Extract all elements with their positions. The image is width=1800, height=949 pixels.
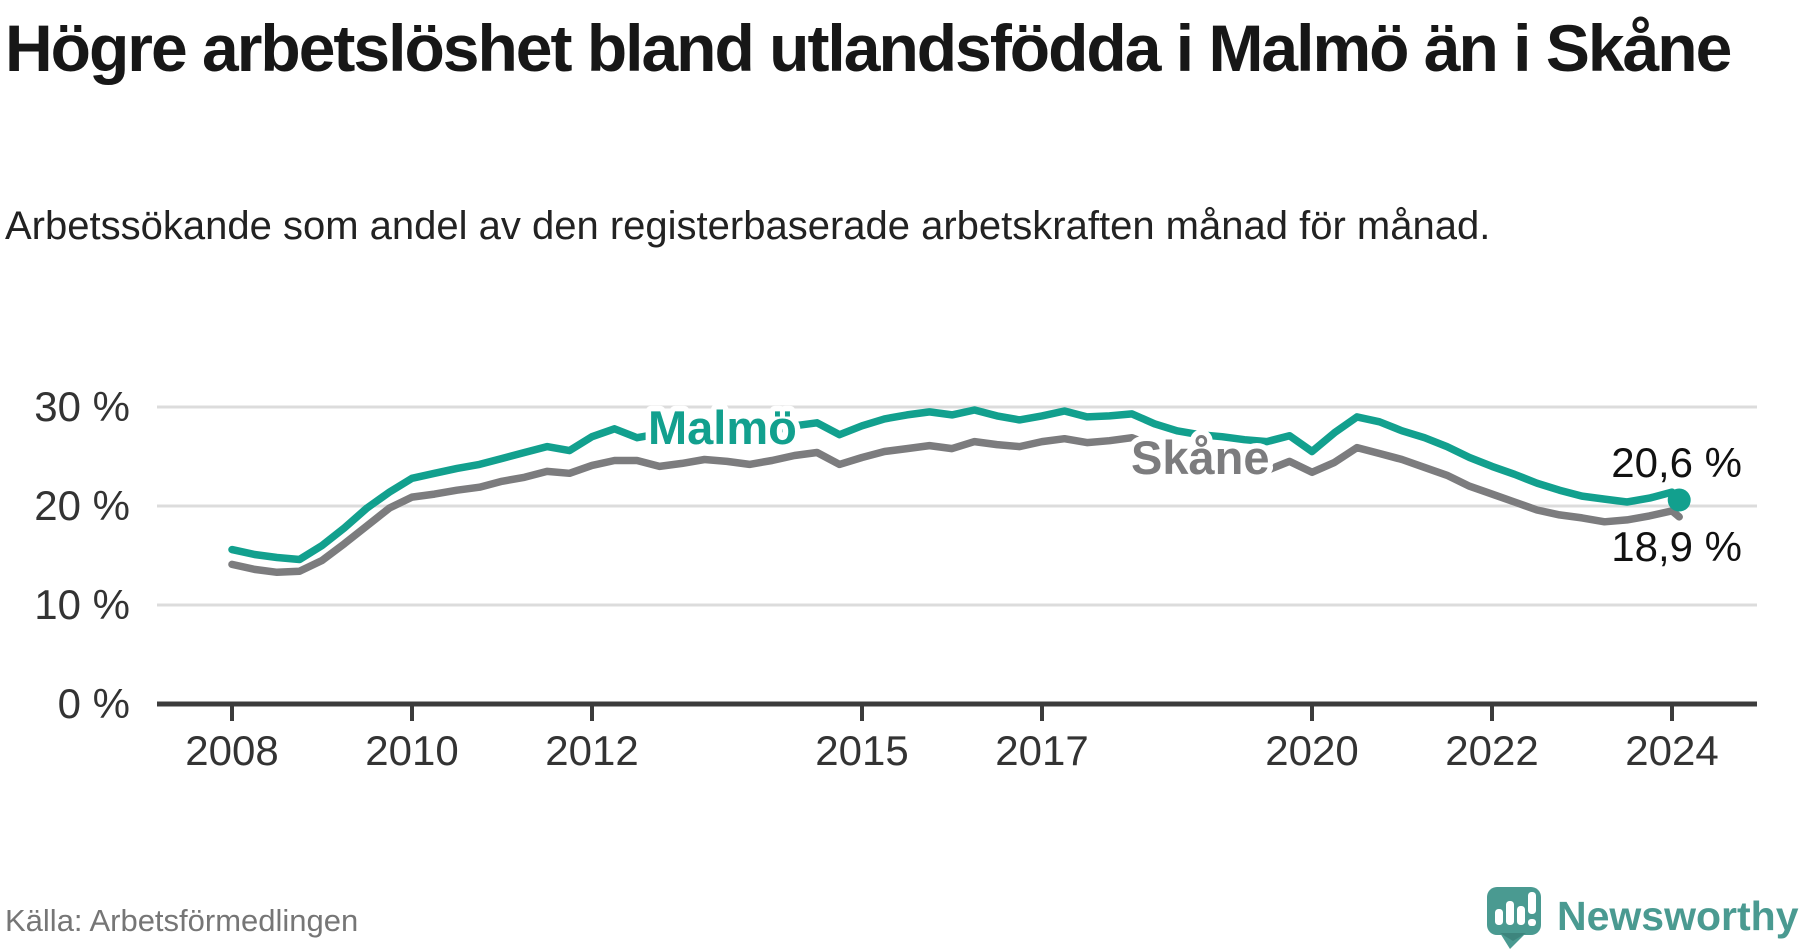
- x-tick-label: 2024: [1625, 727, 1718, 774]
- skane-series-line: [228, 433, 1683, 577]
- y-tick-label: 20 %: [34, 482, 130, 529]
- newsworthy-logo: Newsworthy: [1486, 884, 1800, 949]
- y-tick-label: 30 %: [34, 383, 130, 430]
- x-tick-label: 2015: [815, 727, 908, 774]
- chart-subtitle: Arbetssökande som andel av den registerb…: [5, 204, 1491, 248]
- series-label-skane: Skåne: [1131, 431, 1269, 484]
- end-value-label-skane: 18,9 %: [1611, 523, 1742, 570]
- source-note: Källa: Arbetsförmedlingen: [5, 903, 359, 938]
- page-title: Högre arbetslöshet bland utlandsfödda i …: [5, 11, 1732, 85]
- series-label-malmo: Malmö: [648, 401, 797, 454]
- malmo-series-line: [228, 406, 1683, 564]
- x-tick-label: 2022: [1445, 727, 1538, 774]
- x-tick-label: 2012: [545, 727, 638, 774]
- end-value-label-malmo: 20,6 %: [1611, 439, 1742, 486]
- y-tick-label: 0 %: [58, 680, 130, 727]
- x-tick-label: 2017: [995, 727, 1088, 774]
- newsworthy-speech-bubble-bar-chart-icon: [1487, 887, 1541, 949]
- x-tick-label: 2010: [365, 727, 458, 774]
- y-tick-label: 10 %: [34, 581, 130, 628]
- x-tick-label: 2020: [1265, 727, 1358, 774]
- x-tick-label: 2008: [185, 727, 278, 774]
- end-point-dot: [1667, 488, 1691, 512]
- logo-wordmark: Newsworthy: [1557, 892, 1799, 939]
